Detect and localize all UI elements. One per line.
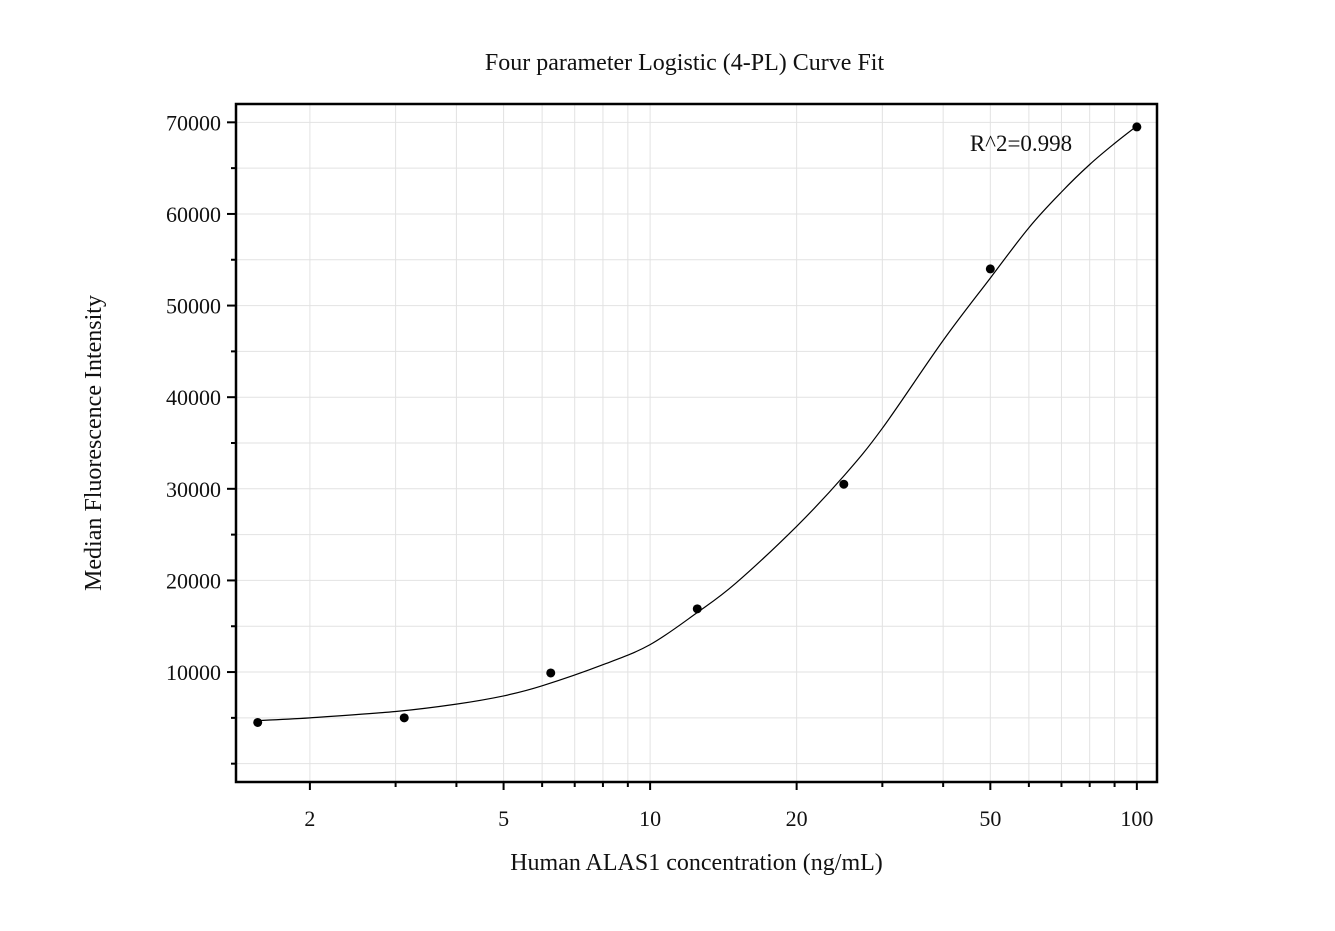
data-point	[253, 717, 263, 727]
r-squared-annotation: R^2=0.998	[970, 131, 1072, 156]
y-axis-label: Median Fluorescence Intensity	[81, 295, 107, 591]
y-tick-label: 40000	[166, 385, 221, 410]
x-tick-label: 100	[1120, 806, 1153, 831]
y-tick-label: 10000	[166, 660, 221, 685]
data-points-layer	[253, 122, 1142, 727]
x-tick-label: 50	[979, 806, 1001, 831]
data-point	[985, 264, 995, 274]
data-point	[1132, 122, 1142, 132]
data-point	[692, 604, 702, 614]
x-tick-label: 10	[639, 806, 661, 831]
x-tick-label: 20	[786, 806, 808, 831]
data-point	[839, 479, 849, 489]
x-tick-label: 5	[498, 806, 509, 831]
x-axis: 2 5 10 20 50 100	[304, 782, 1153, 831]
x-axis-label: Human ALAS1 concentration (ng/mL)	[510, 850, 883, 876]
chart-title: Four parameter Logistic (4-PL) Curve Fit	[485, 50, 885, 76]
grid	[236, 104, 1157, 782]
y-tick-label: 20000	[166, 568, 221, 593]
data-point	[546, 668, 556, 678]
y-tick-label: 70000	[166, 110, 221, 135]
y-tick-label: 50000	[166, 294, 221, 319]
x-tick-label: 2	[304, 806, 315, 831]
y-tick-label: 30000	[166, 477, 221, 502]
y-axis: 10000 20000 30000 40000 50000 60000 70000	[166, 110, 236, 765]
fit-curve	[257, 125, 1138, 722]
data-point	[399, 713, 409, 723]
fit-curve-layer	[257, 125, 1138, 722]
y-tick-label: 60000	[166, 202, 221, 227]
